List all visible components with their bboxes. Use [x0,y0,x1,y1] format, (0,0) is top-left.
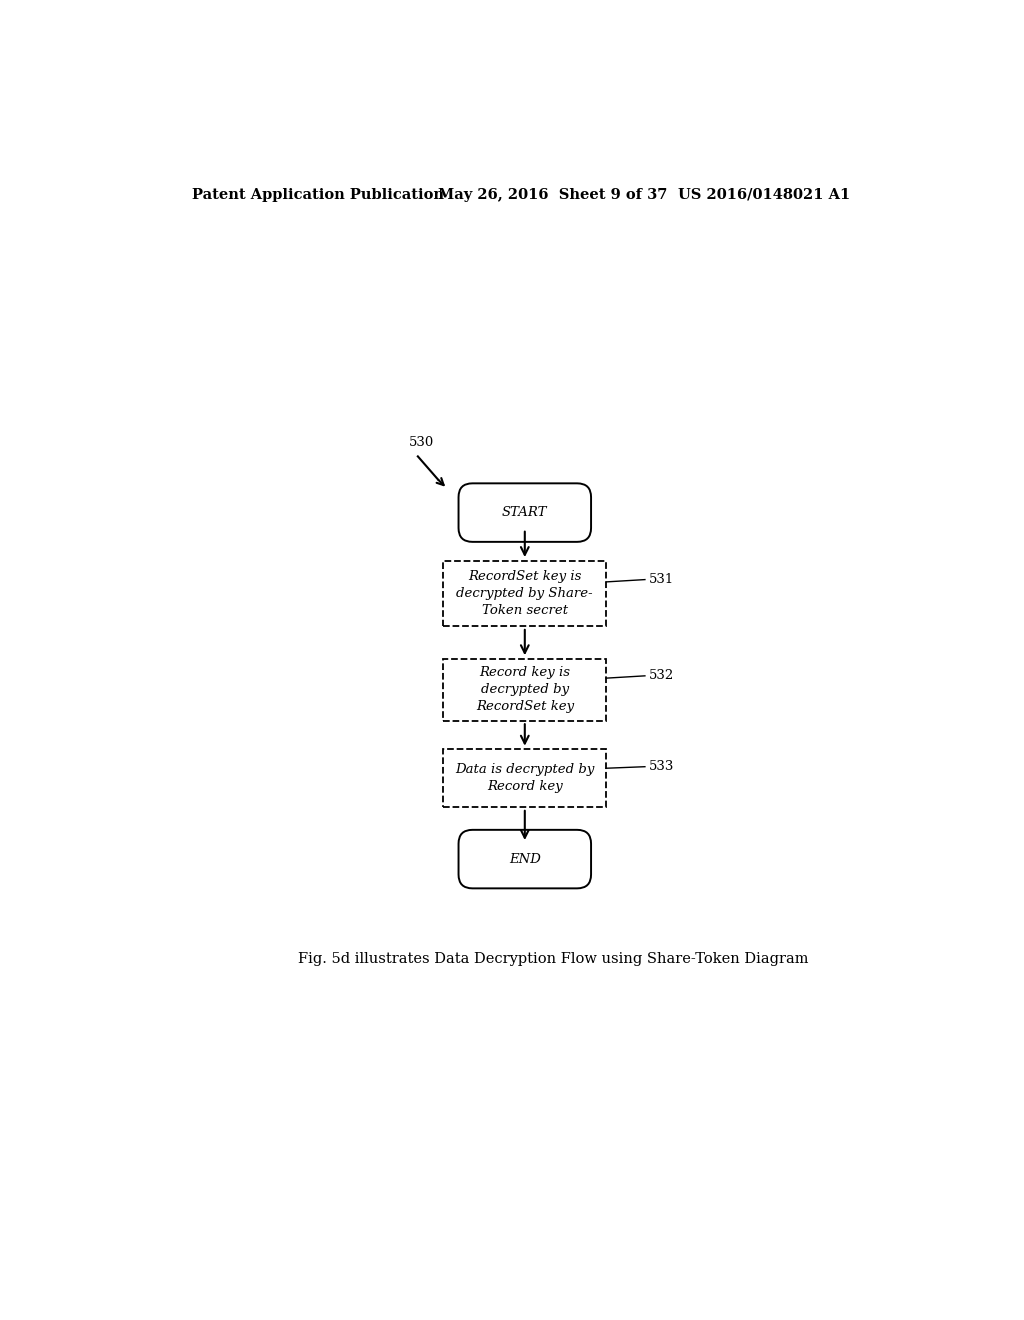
Text: Record key is
decrypted by
RecordSet key: Record key is decrypted by RecordSet key [476,667,573,713]
Text: RecordSet key is
decrypted by Share-
Token secret: RecordSet key is decrypted by Share- Tok… [457,570,593,616]
Bar [443,561,606,626]
Text: US 2016/0148021 A1: US 2016/0148021 A1 [678,187,851,202]
Text: 531: 531 [649,573,674,586]
Text: START: START [502,506,548,519]
FancyBboxPatch shape [459,483,591,543]
Text: 532: 532 [649,669,674,682]
Bar [443,750,606,807]
Text: Fig. 5d illustrates Data Decryption Flow using Share-Token Diagram: Fig. 5d illustrates Data Decryption Flow… [299,952,809,966]
FancyBboxPatch shape [459,830,591,888]
Bar [443,659,606,721]
Text: May 26, 2016  Sheet 9 of 37: May 26, 2016 Sheet 9 of 37 [438,187,668,202]
Text: 533: 533 [649,760,674,774]
Text: Patent Application Publication: Patent Application Publication [191,187,443,202]
Text: 530: 530 [409,436,434,449]
Text: END: END [509,853,541,866]
Text: Data is decrypted by
Record key: Data is decrypted by Record key [455,763,595,793]
